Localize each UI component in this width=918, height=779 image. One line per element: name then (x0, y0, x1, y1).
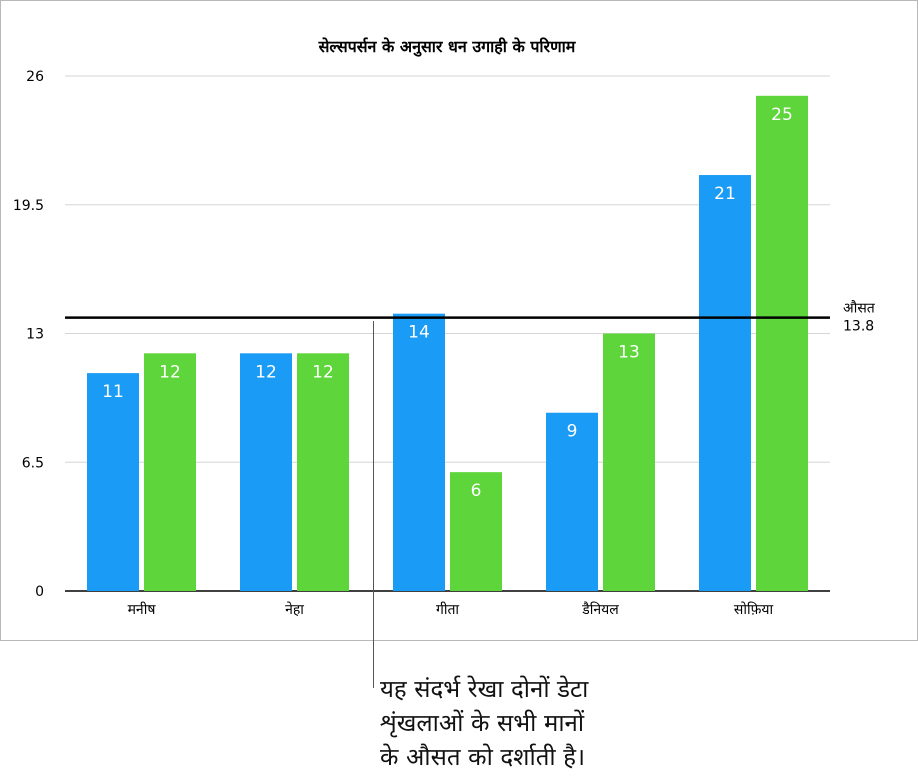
bar-value-label: 13 (618, 343, 640, 363)
x-tick-label: डैनियल (581, 601, 619, 618)
bar-value-label: 21 (714, 184, 736, 204)
y-axis-ticks: 0 6.5 13 19.5 26 (13, 69, 44, 600)
bar-chart: सेल्सपर्सन के अनुसार धन उगाही के परिणाम … (13, 37, 876, 618)
reference-line-group: औसत 13.8 (65, 300, 876, 335)
x-tick-label: नेहा (285, 601, 304, 618)
bar (546, 412, 598, 591)
bar-value-label: 12 (255, 362, 277, 382)
bar (240, 353, 292, 591)
bar-value-label: 12 (159, 362, 181, 382)
bar (756, 95, 808, 592)
bar-value-label: 14 (408, 323, 430, 343)
x-tick-label: सोफ़िया (734, 601, 774, 618)
callout-text: यह संदर्भ रेखा दोनों डेटा शृंखलाओं के सभ… (380, 675, 589, 771)
bar-value-label: 12 (312, 362, 334, 382)
x-tick-label: मनीष (128, 601, 157, 618)
bars-group: 11 12 12 12 14 6 9 13 21 25 (87, 95, 808, 592)
y-tick-label: 26 (26, 69, 44, 85)
chart-title: सेल्सपर्सन के अनुसार धन उगाही के परिणाम (318, 37, 577, 57)
bar-value-label: 6 (471, 481, 482, 501)
bar-value-label: 11 (102, 382, 124, 402)
reference-line-label: औसत (843, 300, 876, 317)
y-tick-label: 13 (26, 327, 44, 343)
bar (603, 333, 655, 591)
bar (393, 313, 445, 591)
x-tick-label: गीता (436, 601, 459, 618)
bar (297, 353, 349, 591)
y-tick-label: 6.5 (22, 455, 44, 471)
x-axis-ticks: मनीष नेहा गीता डैनियल सोफ़िया (128, 601, 774, 618)
bar (450, 472, 502, 591)
bar (87, 373, 139, 591)
bar-value-label: 25 (771, 105, 793, 125)
callout-leader-line (373, 321, 374, 688)
bar (144, 353, 196, 591)
y-tick-label: 19.5 (13, 198, 44, 214)
y-tick-label: 0 (35, 584, 44, 600)
reference-line-value: 13.8 (843, 319, 874, 335)
bar-value-label: 9 (567, 422, 578, 442)
bar (699, 175, 751, 592)
